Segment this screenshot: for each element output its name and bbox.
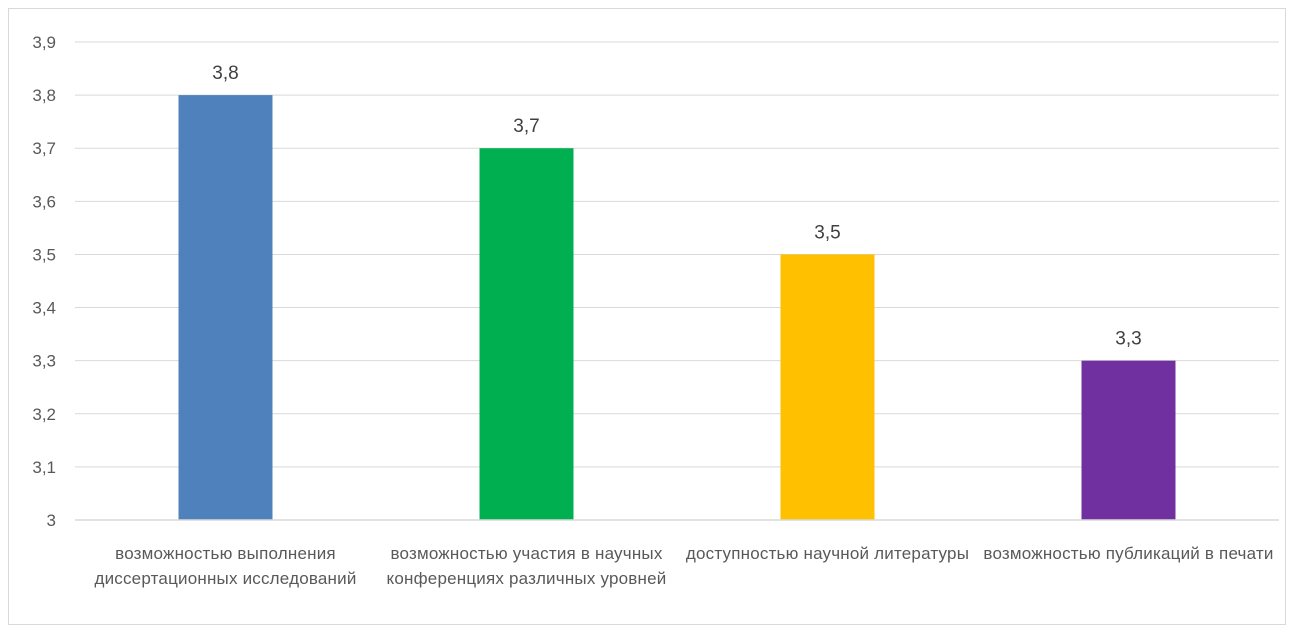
bar <box>479 148 574 520</box>
y-tick-label: 3,5 <box>32 245 56 264</box>
y-tick-label: 3,1 <box>32 458 56 477</box>
y-tick-label: 3,2 <box>32 405 56 424</box>
category-label-3: доступностью научной литературы <box>685 544 970 563</box>
data-label: 3,7 <box>513 116 539 137</box>
y-tick-label: 3,8 <box>32 86 56 105</box>
bar <box>1081 360 1176 520</box>
y-tick-label: 3,3 <box>32 352 56 371</box>
data-label: 3,3 <box>1115 329 1141 350</box>
category-label-4: возможностью публикаций в печати <box>983 544 1274 563</box>
category-label-2: возможностью участия в научных конференц… <box>386 544 667 588</box>
y-tick-label: 3,9 <box>32 33 56 52</box>
bar <box>178 95 273 520</box>
data-label: 3,8 <box>212 63 238 84</box>
y-tick-label: 3 <box>47 511 56 530</box>
y-tick-label: 3,4 <box>32 299 56 318</box>
bar <box>780 254 875 520</box>
data-label: 3,5 <box>814 222 840 243</box>
y-tick-label: 3,7 <box>32 139 56 158</box>
y-tick-label: 3,6 <box>32 192 56 211</box>
category-label-1: возможностью выполнения диссертационных … <box>94 544 357 588</box>
